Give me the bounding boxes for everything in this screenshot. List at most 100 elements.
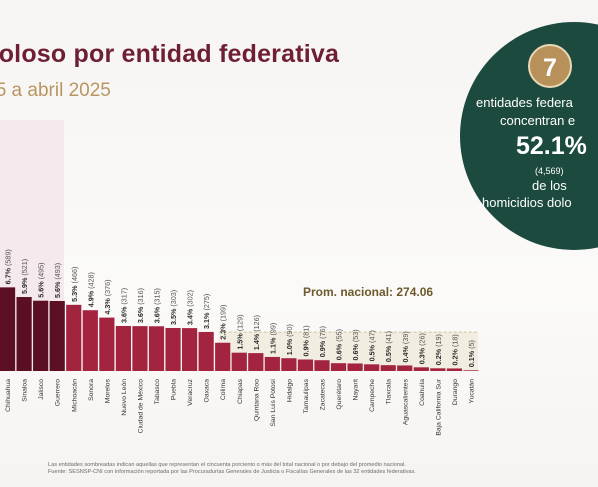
chart-title: dio doloso por entidad federativa xyxy=(0,40,340,68)
data-label: 5.9% (521) xyxy=(20,259,29,294)
callout-number-badge: 7 xyxy=(528,44,572,88)
category-label: Campeche xyxy=(369,379,376,412)
bar xyxy=(314,360,330,371)
data-label: 1.0% (90) xyxy=(285,324,294,355)
bar xyxy=(231,352,247,371)
bar xyxy=(463,370,479,371)
category-label: Sinaloa xyxy=(22,379,29,402)
data-label: 2.3% (199) xyxy=(219,305,228,340)
footnote-shading: Las entidades sombreadas indican aquella… xyxy=(48,462,406,468)
data-label: 0.3% (26) xyxy=(417,333,426,364)
bar xyxy=(248,353,264,371)
category-label: Tlaxcala xyxy=(386,379,393,405)
bar xyxy=(446,368,462,371)
bar xyxy=(165,327,181,371)
category-label: Nayarit xyxy=(353,379,360,401)
bar xyxy=(364,364,380,371)
data-label: 0.9% (76) xyxy=(318,326,327,357)
category-label: Quintana Roo xyxy=(253,379,260,421)
data-label: 0.4% (39) xyxy=(401,331,410,362)
category-label: Chihuahua xyxy=(5,379,12,412)
category-label: Zacatecas xyxy=(320,378,327,410)
average-label: Prom. nacional: 274.06 xyxy=(303,285,434,299)
callout-count: (4,569) xyxy=(535,166,564,176)
data-label: 3.5% (303) xyxy=(169,290,178,325)
bar xyxy=(66,304,82,371)
bar xyxy=(430,368,446,371)
data-label: 5.6% (493) xyxy=(53,263,62,298)
callout-line-3: de los xyxy=(532,178,567,193)
category-label: Nuevo León xyxy=(121,379,128,416)
category-label: Querétaro xyxy=(336,379,343,410)
data-label: 6.7% (589) xyxy=(4,249,13,284)
callout-percent: 52.1% xyxy=(516,132,587,160)
category-label: Tabasco xyxy=(154,379,161,405)
category-label: Jalisco xyxy=(38,379,45,400)
data-label: 1.4% (126) xyxy=(252,315,261,350)
callout-line-1: entidades federa xyxy=(476,95,573,110)
data-label: 4.3% (376) xyxy=(103,279,112,314)
category-label: Ciudad de México xyxy=(137,379,144,434)
bar xyxy=(347,363,363,371)
category-label: Durango xyxy=(452,379,459,405)
data-label: 0.1% (5) xyxy=(467,340,476,367)
bar xyxy=(182,328,198,371)
category-label: Oaxaca xyxy=(204,379,211,403)
category-label: Puebla xyxy=(171,379,178,400)
data-label: 3.6% (316) xyxy=(136,288,145,323)
bar xyxy=(198,331,214,371)
data-label: 0.5% (41) xyxy=(384,331,393,362)
category-label: Michoacán xyxy=(71,379,78,412)
category-label: Colima xyxy=(220,379,227,400)
data-label: 3.6% (317) xyxy=(119,288,128,323)
bar xyxy=(297,359,314,371)
category-label: Tamaulipas xyxy=(303,378,310,413)
bar xyxy=(49,300,65,371)
bar xyxy=(413,367,429,371)
category-label: Guerrero xyxy=(55,379,62,406)
category-label: Baja California Sur xyxy=(435,378,442,435)
bar xyxy=(397,365,413,371)
callout-line-2: concentran e xyxy=(500,113,576,128)
category-label: Coahuila xyxy=(419,379,426,406)
bar xyxy=(132,326,148,371)
category-label: Sonora xyxy=(88,379,95,401)
data-label: 3.6% (315) xyxy=(153,288,162,323)
bar xyxy=(215,342,231,371)
bar xyxy=(281,358,297,371)
data-label: 4.9% (428) xyxy=(86,272,95,307)
data-label: 0.2% (18) xyxy=(450,334,459,365)
bar xyxy=(380,365,396,371)
bar xyxy=(99,317,115,371)
data-label: 0.5% (47) xyxy=(368,330,377,361)
data-label: 1.1% (99) xyxy=(268,323,277,354)
footnote-source: Fuente: SESNSP-CNI con información repor… xyxy=(48,469,416,475)
data-label: 0.6% (55) xyxy=(335,329,344,360)
data-label: 3.1% (275) xyxy=(202,294,211,329)
data-label: 0.6% (53) xyxy=(351,329,360,360)
callout-line-4: homicidios dolo xyxy=(482,195,572,210)
bar xyxy=(264,356,280,371)
data-label: 1.5% (129) xyxy=(235,315,244,350)
data-label: 5.3% (466) xyxy=(70,267,79,302)
bar xyxy=(33,300,49,371)
bar xyxy=(82,310,98,371)
bar xyxy=(330,363,347,371)
bar xyxy=(115,325,131,371)
data-label: 0.9% (81) xyxy=(301,325,310,356)
category-label: Yucatán xyxy=(468,379,475,404)
chart-subtitle: 2025 a abril 2025 xyxy=(0,80,111,101)
category-label: Veracruz xyxy=(187,378,194,405)
data-label: 0.2% (19) xyxy=(434,334,443,365)
category-label: Aguascalientes xyxy=(402,378,409,425)
category-label: Morelos xyxy=(104,378,111,403)
data-label: 3.4% (302) xyxy=(186,290,195,325)
data-label: 5.6% (495) xyxy=(37,263,46,298)
category-label: San Luis Potosí xyxy=(270,379,277,427)
category-label: Chiapas xyxy=(237,378,244,404)
bar xyxy=(148,326,165,371)
bar xyxy=(16,297,32,371)
category-label: Hidalgo xyxy=(286,379,293,402)
